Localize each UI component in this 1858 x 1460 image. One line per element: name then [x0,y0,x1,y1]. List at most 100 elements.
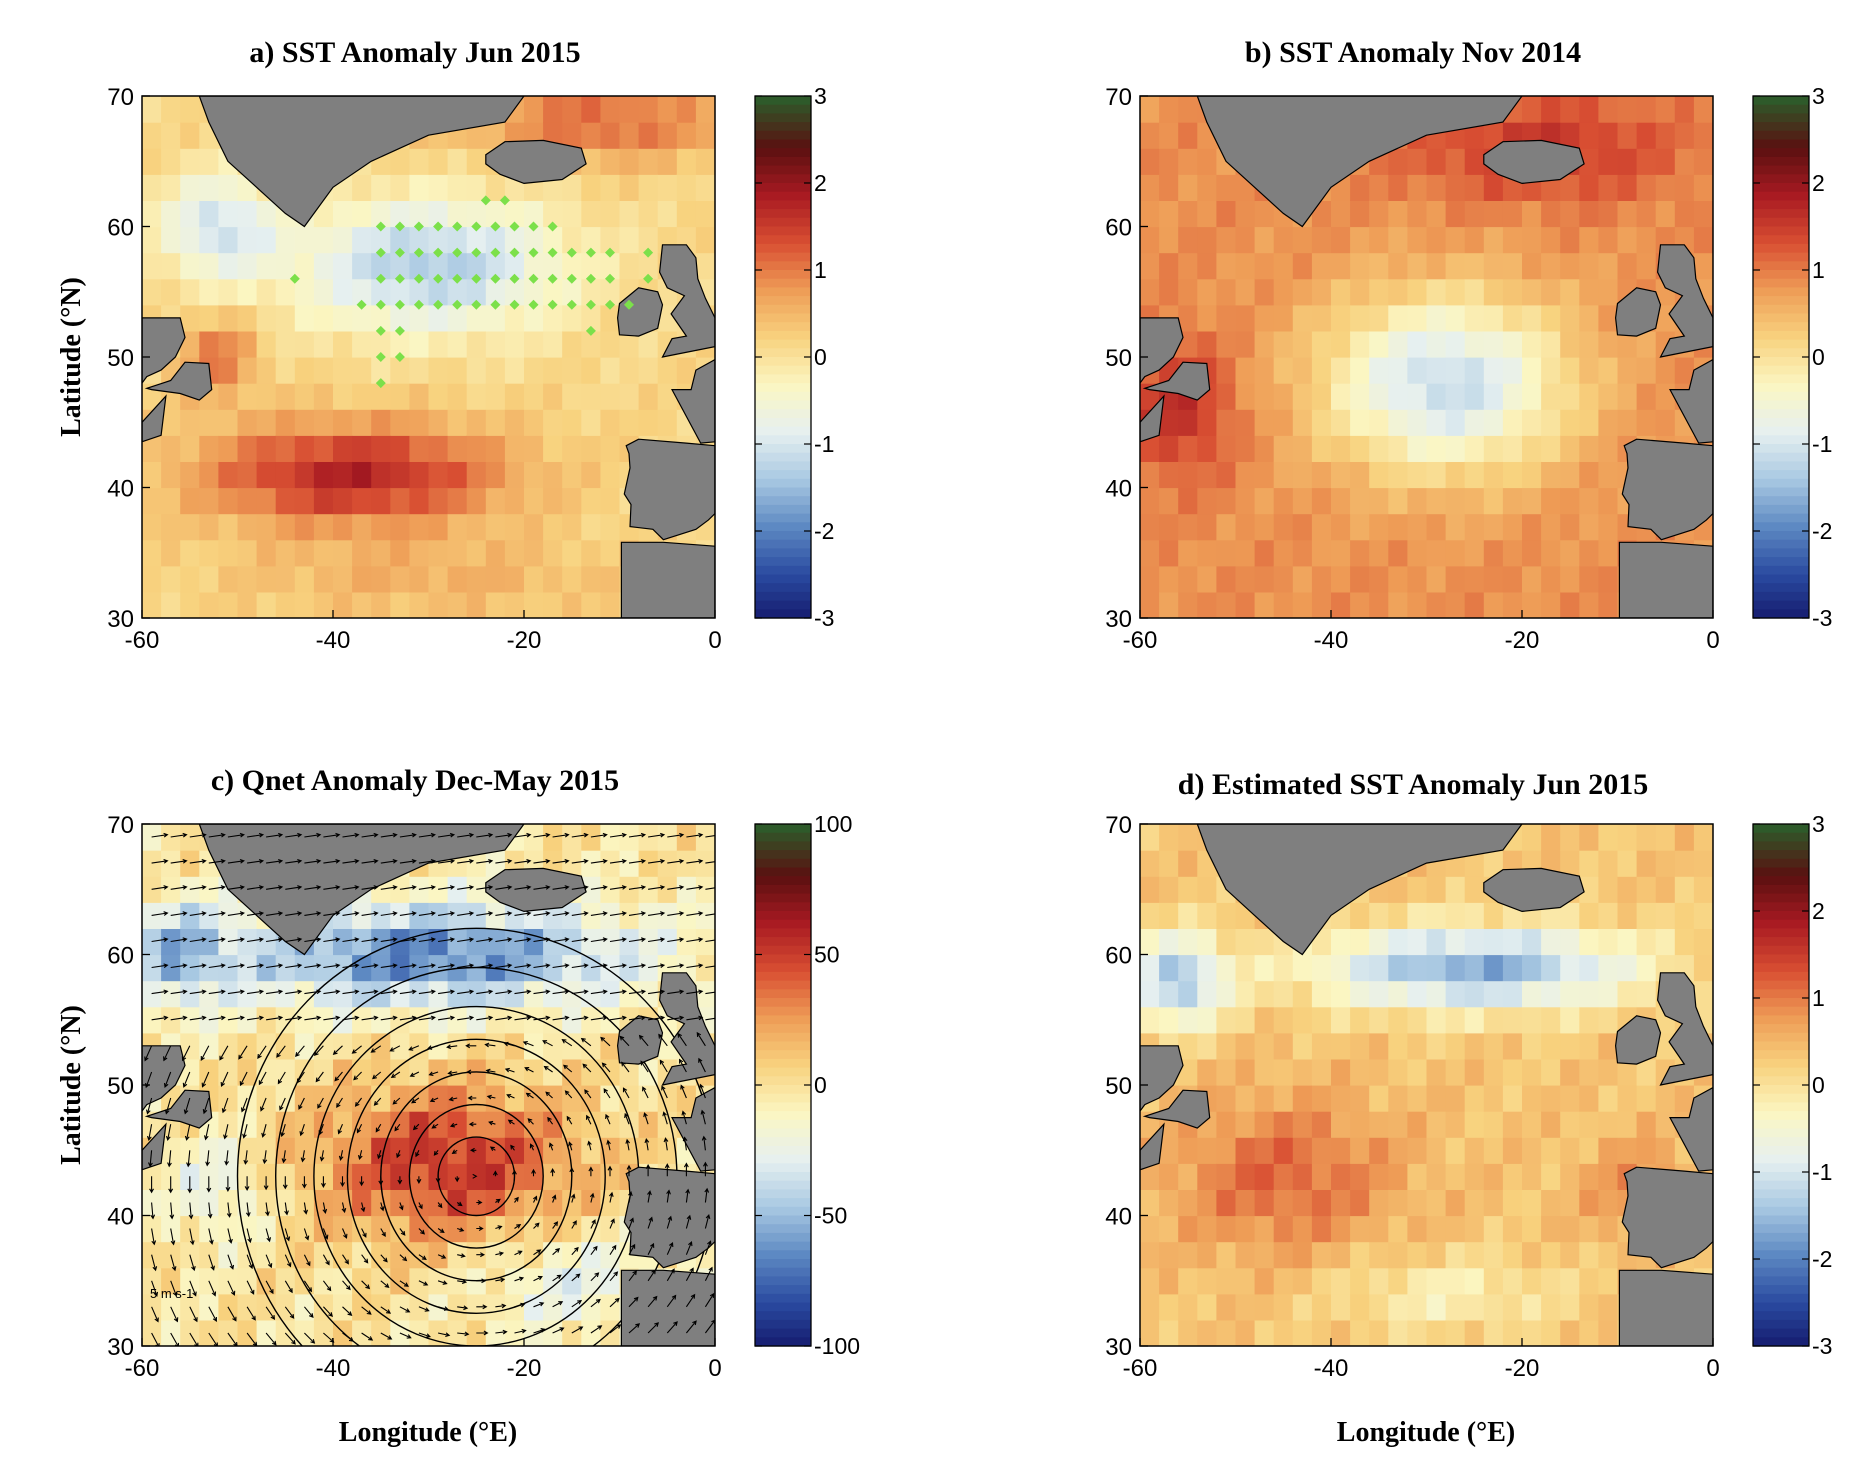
grid-cell [1178,435,1198,462]
grid-cell [466,278,487,306]
grid-cell [1140,226,1160,254]
grid-cell [1522,1241,1542,1269]
grid-cell [524,1032,544,1060]
colorbar-segment [1753,1111,1809,1121]
grid-cell [352,383,372,410]
grid-cell [199,461,219,489]
grid-cell [1445,1293,1466,1321]
grid-cell [428,383,449,410]
grid-cell [1216,1215,1237,1243]
grid-cell [218,357,239,384]
wind-vector [435,1176,441,1184]
grid-cell [1388,1215,1408,1243]
grid-cell [581,1215,601,1243]
grid-cell [1522,252,1542,280]
grid-cell [409,148,430,175]
grid-cell [294,278,315,306]
grid-cell [275,565,296,593]
grid-cell [1273,513,1294,541]
wind-vector [318,1124,324,1136]
grid-cell [676,174,697,201]
y-tick-label: 50 [1105,1073,1132,1100]
grid-cell [256,383,277,410]
grid-cell [1254,539,1275,567]
wind-vector [389,1045,401,1052]
significance-marker [413,299,424,310]
grid-cell [409,278,430,306]
grid-cell [1483,174,1504,201]
wind-vector [247,858,265,864]
wind-vector [399,989,417,995]
colorbar-segment [1753,971,1809,982]
grid-cell [619,252,640,280]
grid-cell [1331,1111,1351,1138]
grid-cell [1140,96,1160,123]
grid-cell [1464,1058,1485,1086]
grid-cell [657,1137,678,1164]
colorbar-tick-label: 2 [814,170,827,196]
grid-cell [1598,148,1619,175]
grid-cell [390,278,410,306]
colorbar-segment [755,1119,811,1130]
grid-cell [1178,304,1198,332]
grid-cell [161,513,181,541]
grid-cell [1445,591,1466,618]
wind-vector [685,1214,692,1229]
grid-cell [562,330,582,358]
grid-cell [1311,409,1332,436]
colorbar-segment [1753,557,1809,567]
grid-cell [1311,539,1332,567]
wind-vector [296,1071,305,1084]
grid-cell [218,565,239,593]
grid-cell [1579,824,1599,851]
wind-vector [322,1228,329,1240]
grid-cell [1292,1006,1313,1034]
grid-cell [543,304,563,332]
grid-cell [1560,980,1580,1008]
grid-cell [1216,174,1237,201]
wind-vector [533,832,551,838]
grid-cell [409,409,430,436]
colorbar-segment [755,1058,811,1069]
colorbar-segment [1753,832,1809,842]
grid-cell [676,357,697,384]
grid-cell [581,1189,601,1217]
grid-cell [1292,435,1313,462]
grid-cell [504,330,525,358]
grid-cell [161,591,181,618]
grid-cell [428,461,449,489]
grid-cell [1464,1319,1485,1346]
wind-vector [418,1280,429,1286]
grid-cell [1216,200,1237,228]
grid-cell [447,383,468,410]
grid-cell [1292,1058,1313,1086]
colorbar-tick-label: -3 [1812,1333,1832,1359]
grid-cell [275,252,296,280]
grid-cell [1388,304,1408,332]
colorbar-segment [755,1232,811,1243]
grid-cell [1445,928,1466,956]
grid-cell [256,304,277,332]
wind-vector [246,1254,254,1270]
grid-cell [1541,383,1561,410]
grid-cell [1350,1032,1370,1060]
significance-marker [413,247,424,258]
grid-cell [562,565,582,593]
grid-cell [428,487,449,515]
wind-vector [628,1270,637,1282]
wind-vector [467,1095,477,1101]
wind-vector [628,911,647,916]
grid-cell [1464,487,1485,515]
colorbar-segment [1753,937,1809,947]
wind-vector [304,1332,316,1344]
grid-cell [390,226,410,254]
panel-b-title: b) SST Anomaly Nov 2014 [1245,36,1581,69]
grid-cell [1598,565,1619,593]
grid-cell [1502,226,1523,254]
colorbar-segment [755,409,811,419]
grid-cell [1350,980,1370,1008]
wind-vector [703,1161,708,1177]
significance-marker [528,273,539,284]
wind-vector [681,1110,687,1125]
grid-cell [1579,174,1599,201]
